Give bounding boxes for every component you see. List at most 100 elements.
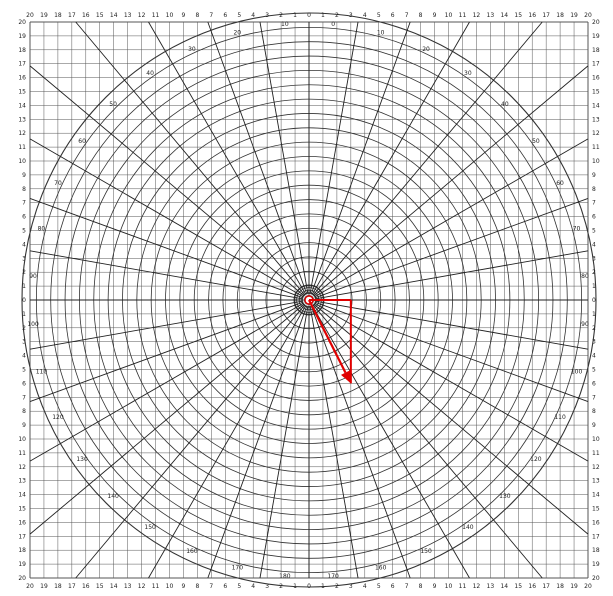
angle-label: 70 (573, 225, 581, 232)
bottom-axis-label: 4 (251, 583, 255, 590)
right-axis-label: 9 (592, 172, 596, 179)
bottom-axis-label: 3 (265, 583, 269, 590)
vector-triangle (308, 299, 352, 384)
bottom-axis-label: 19 (570, 583, 578, 590)
polar-spoke (314, 301, 589, 402)
right-axis-label: 6 (592, 214, 596, 221)
left-axis-label: 20 (18, 19, 26, 26)
right-axis-label: 19 (592, 33, 600, 40)
left-axis-label: 11 (18, 450, 26, 457)
angle-label: 130 (76, 456, 88, 463)
right-axis-label: 13 (592, 116, 600, 123)
left-axis-label: 10 (18, 436, 26, 443)
left-axis-label: 2 (22, 269, 26, 276)
angle-label: 150 (144, 524, 156, 531)
right-axis-label: 11 (592, 144, 600, 151)
top-axis-label: 17 (68, 12, 76, 19)
right-axis-label: 20 (592, 575, 600, 582)
resultant-vector (308, 299, 347, 374)
polar-spoke (29, 198, 304, 299)
left-axis-label: 10 (18, 158, 26, 165)
right-axis-label: 7 (592, 394, 596, 401)
bottom-axis-label: 8 (195, 583, 199, 590)
right-axis-label: 5 (592, 228, 596, 235)
left-axis-label: 3 (22, 339, 26, 346)
right-axis-label: 4 (592, 353, 596, 360)
bottom-axis-label: 3 (349, 583, 353, 590)
top-axis-label: 1 (321, 12, 325, 19)
bottom-axis-label: 0 (307, 583, 311, 590)
bottom-axis-label: 10 (445, 583, 453, 590)
left-axis-label: 11 (18, 144, 26, 151)
right-axis-label: 10 (592, 158, 600, 165)
left-axis-label: 19 (18, 33, 26, 40)
angle-label: 10 (281, 21, 289, 28)
right-axis-label: 16 (592, 519, 600, 526)
right-axis-label: 17 (592, 533, 600, 540)
angle-label: 180 (279, 573, 291, 580)
bottom-axis-label: 8 (419, 583, 423, 590)
left-axis-label: 14 (18, 102, 26, 109)
bottom-axis-label: 15 (514, 583, 522, 590)
angle-label: 150 (420, 548, 432, 555)
angle-label: 50 (109, 101, 117, 108)
angle-label: 100 (571, 369, 583, 376)
polar-spoke (29, 303, 305, 535)
left-axis-label: 8 (22, 186, 26, 193)
left-axis-label: 15 (18, 506, 26, 513)
polar-spokes (29, 21, 589, 579)
angle-label: 120 (52, 414, 64, 421)
right-axis-label: 18 (592, 47, 600, 54)
right-axis-label: 18 (592, 547, 600, 554)
bottom-axis-label: 20 (26, 583, 34, 590)
bottom-axis-label: 5 (237, 583, 241, 590)
angle-label: 140 (107, 493, 119, 500)
polar-spoke (311, 304, 470, 579)
polar-spoke (29, 65, 305, 297)
top-axis-label: 20 (26, 12, 34, 19)
bottom-axis-label: 14 (110, 583, 118, 590)
angle-label: 160 (186, 548, 198, 555)
polar-ring (21, 12, 597, 588)
right-axis-label: 13 (592, 478, 600, 485)
left-axis-label: 4 (22, 353, 26, 360)
angle-label: 20 (422, 46, 430, 53)
right-axis-label: 5 (592, 367, 596, 374)
polar-spoke (313, 303, 589, 535)
top-axis-label: 7 (405, 12, 409, 19)
top-axis-label: 6 (391, 12, 395, 19)
top-axis-label: 14 (500, 12, 508, 19)
left-axis-label: 9 (22, 172, 26, 179)
top-axis-label: 20 (584, 12, 592, 19)
bottom-axis-label: 5 (377, 583, 381, 590)
right-axis-label: 9 (592, 422, 596, 429)
bottom-axis-label: 11 (459, 583, 467, 590)
bottom-axis-label: 15 (96, 583, 104, 590)
polar-spoke (148, 21, 307, 296)
polar-spoke (314, 198, 589, 299)
top-axis-label: 11 (152, 12, 160, 19)
left-axis-label: 6 (22, 214, 26, 221)
bottom-axis-label: 18 (556, 583, 564, 590)
left-axis-label: 0 (22, 297, 26, 304)
top-axis-label: 2 (335, 12, 339, 19)
bottom-axis-label: 6 (391, 583, 395, 590)
polar-spoke (259, 305, 309, 579)
top-axis-label: 4 (363, 12, 367, 19)
polar-spoke (312, 21, 543, 296)
top-axis-label: 0 (307, 12, 311, 19)
bottom-axis-label: 4 (363, 583, 367, 590)
angle-label: 170 (327, 573, 339, 580)
left-axis-label: 18 (18, 547, 26, 554)
top-axis-label: 2 (279, 12, 283, 19)
polar-spoke (207, 21, 308, 295)
polar-spoke (314, 300, 589, 350)
angle-label: 100 (27, 321, 39, 328)
bottom-axis-label: 16 (82, 583, 90, 590)
bottom-axis-label: 1 (293, 583, 297, 590)
angle-label: 30 (464, 70, 472, 77)
left-axis-label: 1 (22, 311, 26, 318)
top-axis-label: 10 (445, 12, 453, 19)
polar-spoke (148, 304, 307, 579)
right-axis-label: 12 (592, 130, 600, 137)
